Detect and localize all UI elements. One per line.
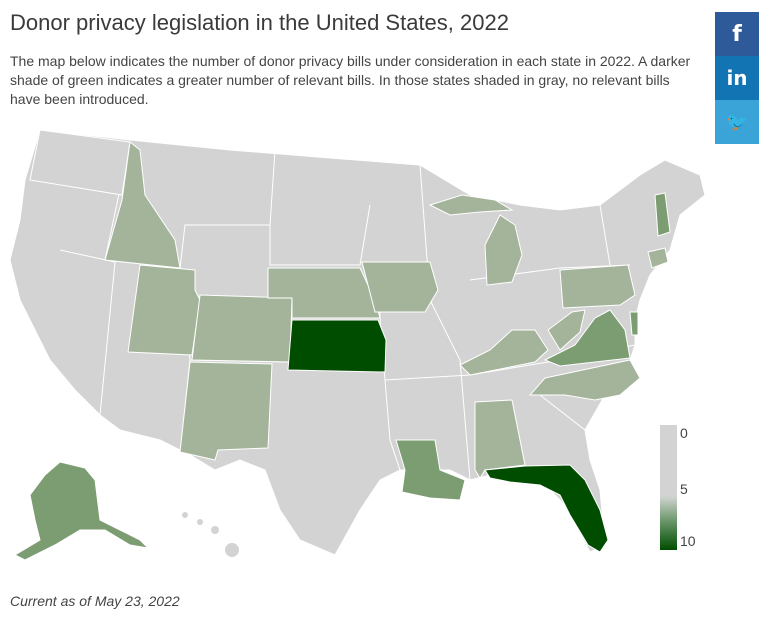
legend-label-mid: 5 xyxy=(680,481,688,497)
map-description: The map below indicates the number of do… xyxy=(10,53,691,107)
color-legend: 0 5 10 xyxy=(660,425,696,550)
state-new-hampshire xyxy=(654,192,671,237)
state-west-virginia xyxy=(547,309,586,351)
state-north-carolina xyxy=(528,359,641,401)
state-nebraska xyxy=(267,267,381,319)
state-connecticut xyxy=(647,247,669,269)
state-washington-region xyxy=(29,129,131,196)
state-idaho xyxy=(104,141,181,269)
state-delaware xyxy=(629,311,639,336)
facebook-icon: f xyxy=(732,21,742,47)
linkedin-icon: in xyxy=(726,66,748,90)
legend-gradient-bar xyxy=(660,425,677,550)
share-bar: f in 🐦 xyxy=(715,12,759,144)
state-kansas xyxy=(287,319,387,373)
state-louisiana xyxy=(395,439,466,501)
legend-label-min: 0 xyxy=(680,425,688,441)
linkedin-share-button[interactable]: in xyxy=(715,56,759,100)
state-colorado xyxy=(191,294,293,363)
state-michigan xyxy=(484,214,523,286)
twitter-icon: 🐦 xyxy=(725,111,749,133)
state-iowa xyxy=(361,261,439,313)
state-kentucky xyxy=(459,329,549,376)
twitter-share-button[interactable]: 🐦 xyxy=(715,100,759,144)
us-state-map xyxy=(9,129,706,561)
state-utah xyxy=(127,264,201,356)
state-michigan-upper xyxy=(428,194,514,216)
page-title: Donor privacy legislation in the United … xyxy=(10,10,509,35)
footer-note: Current as of May 23, 2022 xyxy=(10,593,180,609)
state-virginia xyxy=(543,309,631,367)
state-alaska xyxy=(13,461,150,561)
state-florida xyxy=(484,464,609,553)
legend-label-max: 10 xyxy=(680,533,696,549)
facebook-share-button[interactable]: f xyxy=(715,12,759,56)
state-pennsylvania xyxy=(559,264,636,309)
state-hawaii xyxy=(182,512,239,557)
state-new-mexico xyxy=(179,361,273,461)
